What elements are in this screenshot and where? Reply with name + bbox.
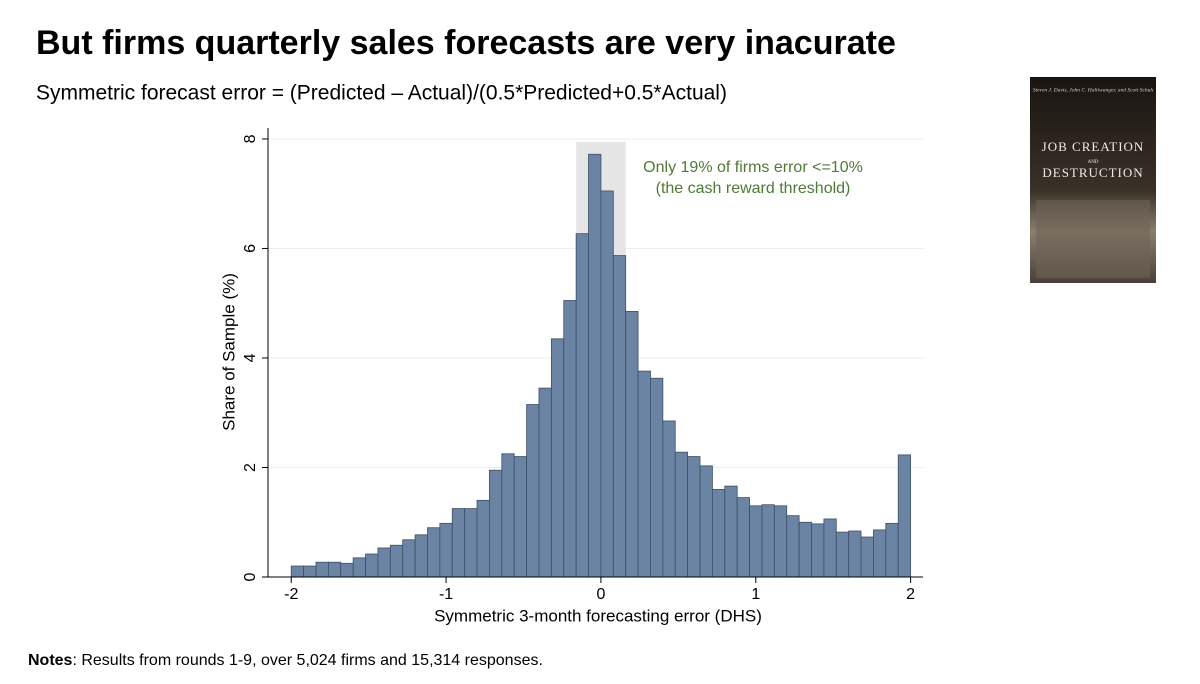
bar [749, 505, 763, 578]
bar [290, 565, 305, 578]
bar [736, 497, 750, 578]
y-axis-label: Share of Sample (%) [219, 273, 238, 431]
bar [662, 420, 676, 578]
bar [389, 544, 404, 578]
bar [427, 527, 441, 578]
bar [588, 153, 602, 578]
notes-text: : Results from rounds 1-9, over 5,024 fi… [72, 652, 542, 669]
bar [476, 499, 490, 578]
y-tick-label: 8 [242, 134, 259, 143]
y-tick-label: 6 [242, 244, 259, 253]
bar [724, 485, 738, 578]
notes: Notes: Results from rounds 1-9, over 5,0… [28, 652, 543, 669]
bar [699, 465, 713, 578]
y-tick-label: 0 [242, 572, 259, 581]
bar [625, 311, 639, 578]
y-tick-label: 4 [242, 353, 259, 362]
bar [650, 377, 664, 578]
bar [439, 522, 453, 578]
book-authors: Steven J. Davis, John C. Haltiwanger, an… [1033, 87, 1154, 93]
bar [712, 488, 726, 578]
bar [315, 561, 329, 578]
annotation: (the cash reward threshold) [656, 180, 851, 197]
bar [340, 562, 354, 578]
x-tick-label: 0 [596, 586, 605, 603]
notes-label: Notes [28, 652, 73, 669]
book-title: JOB CREATION [1042, 139, 1145, 154]
x-tick-label: -1 [439, 586, 453, 603]
bar [674, 451, 689, 578]
bar [464, 508, 478, 578]
bar [365, 553, 379, 578]
bar [637, 370, 651, 578]
book-title: DESTRUCTION [1042, 165, 1143, 180]
plot: 0 2 4 6 8 -2 -1 0 1 2 Only 19% of firms error <=10… [242, 128, 923, 603]
bar [550, 338, 565, 578]
bar [303, 565, 317, 578]
bar [786, 515, 800, 578]
annotation: Only 19% of firms error <=10% [643, 159, 863, 176]
x-tick-label: 1 [751, 586, 760, 603]
bar [327, 561, 342, 578]
bar [848, 530, 862, 578]
x-tick-label: 2 [906, 586, 915, 603]
bar [513, 456, 527, 578]
book-painting [1036, 200, 1150, 278]
bar [538, 387, 552, 578]
bar [489, 469, 503, 578]
bar [526, 404, 540, 578]
bar [612, 255, 627, 578]
bar [687, 456, 701, 578]
bar [773, 505, 788, 578]
bar [563, 300, 577, 578]
bar [501, 453, 515, 578]
x-axis-label: Symmetric 3-month forecasting error (DHS… [434, 606, 762, 625]
bar [761, 504, 775, 578]
bar [835, 531, 850, 578]
bar [798, 521, 812, 578]
slide-title: But firms quarterly sales forecasts are … [36, 24, 896, 62]
bar [414, 534, 428, 578]
bar [811, 523, 825, 578]
bar [873, 529, 887, 578]
y-tick-label: 2 [242, 463, 259, 472]
bar [377, 547, 391, 578]
book-title: AND [1088, 160, 1099, 165]
bar [352, 557, 366, 578]
bar [885, 522, 899, 578]
bar [897, 454, 912, 578]
bar [451, 508, 466, 578]
x-tick-label: -2 [284, 586, 298, 603]
subtitle: Symmetric forecast error = (Predicted – … [36, 82, 727, 105]
bar [575, 233, 589, 578]
bar [600, 190, 614, 578]
bar [860, 536, 874, 578]
bar [823, 518, 837, 578]
bar [402, 539, 416, 578]
